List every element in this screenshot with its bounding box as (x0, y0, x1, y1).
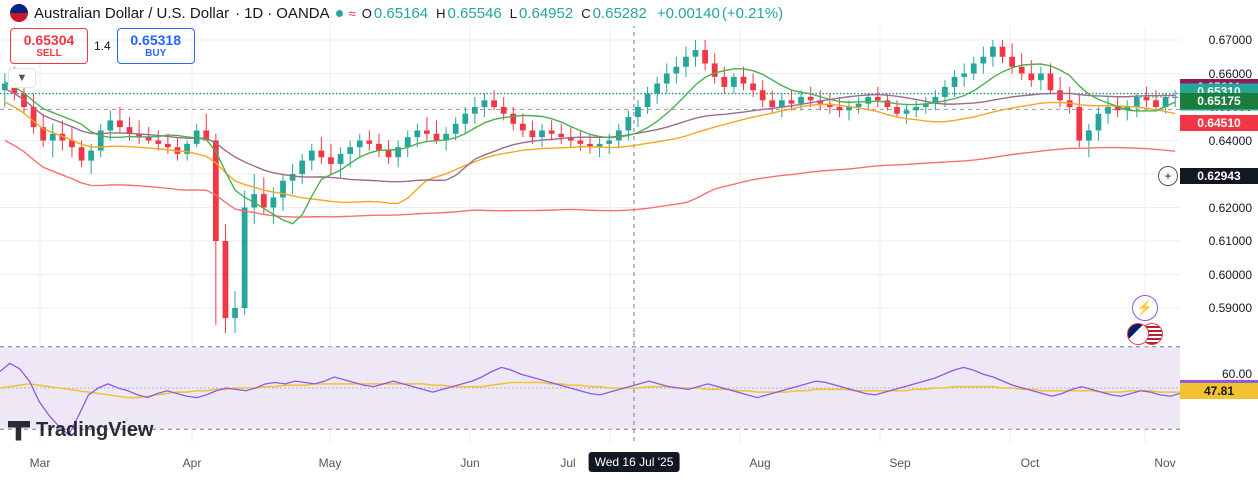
australia-flag-icon (1127, 323, 1149, 345)
collapse-chevron-icon[interactable]: ▼ (8, 68, 36, 88)
price-tick-67[interactable]: 0.67000 (1209, 33, 1252, 47)
dual-flag-icon[interactable] (1127, 323, 1163, 345)
price-axis[interactable]: 0.680000.670000.660000.650000.640000.630… (1180, 0, 1258, 333)
ohlc-change-value: +0.00140 (657, 5, 720, 22)
time-tick-May[interactable]: May (319, 456, 342, 470)
price-tick-64[interactable]: 0.64000 (1209, 134, 1252, 148)
price-badge-0.65175[interactable]: 0.65175 (1180, 93, 1258, 109)
price-tick-59[interactable]: 0.59000 (1209, 301, 1252, 315)
rsi-badge-47.81[interactable]: 47.81 (1180, 383, 1258, 399)
price-tick-62[interactable]: 0.62000 (1209, 201, 1252, 215)
ohlc-close-value: 0.65282 (593, 5, 647, 22)
symbol-flag-icon (10, 4, 28, 22)
time-tick-Sep[interactable]: Sep (889, 456, 910, 470)
sub-indicator-axis[interactable]: 60.0050.0547.81 (1180, 333, 1258, 443)
price-tick-61[interactable]: 0.61000 (1209, 234, 1252, 248)
spread-value: 1.4 (94, 39, 111, 53)
sell-label: SELL (11, 48, 87, 60)
current-price-badge[interactable]: 0.62943 (1180, 168, 1258, 184)
sell-price-button[interactable]: 0.65304 SELL (10, 28, 88, 64)
interval-value[interactable]: 1D (244, 5, 263, 22)
lightning-bolt-icon[interactable]: ⚡ (1132, 295, 1158, 321)
time-tick-active[interactable]: Wed 16 Jul '25 (589, 452, 680, 472)
ohlc-open-value: 0.65164 (374, 5, 428, 22)
tradingview-logo-text: TradingView (36, 419, 153, 442)
status-indicator (336, 10, 343, 17)
ohlc-high-label: H (436, 6, 445, 21)
ohlc-change-pct: (+0.21%) (722, 5, 783, 22)
time-tick-Apr[interactable]: Apr (183, 456, 202, 470)
time-tick-Aug[interactable]: Aug (749, 456, 770, 470)
time-tick-Jun[interactable]: Jun (460, 456, 479, 470)
add-alert-icon[interactable]: + (1158, 166, 1178, 186)
trade-panel: 0.65304 SELL 1.4 0.65318 BUY (10, 28, 195, 64)
ohlc-open-label: O (362, 6, 372, 21)
ohlc-close-label: C (581, 6, 590, 21)
sell-price-value: 0.65304 (11, 32, 87, 48)
price-badge-0.64510[interactable]: 0.64510 (1180, 115, 1258, 131)
exchange-label[interactable]: OANDA (276, 5, 329, 22)
buy-price-value: 0.65318 (118, 32, 194, 48)
time-tick-Oct[interactable]: Oct (1021, 456, 1040, 470)
ohlc-low-label: L (510, 6, 517, 21)
buy-label: BUY (118, 48, 194, 60)
time-tick-Nov[interactable]: Nov (1154, 456, 1175, 470)
price-tick-60[interactable]: 0.60000 (1209, 268, 1252, 282)
buy-price-button[interactable]: 0.65318 BUY (117, 28, 195, 64)
interval-label[interactable]: · (235, 5, 240, 22)
chart-tools-cluster: ⚡ (1127, 295, 1163, 345)
ohlc-low-value: 0.64952 (519, 5, 573, 22)
time-tick-Mar[interactable]: Mar (30, 456, 51, 470)
symbol-title[interactable]: Australian Dollar / U.S. Dollar (34, 5, 229, 22)
ohlc-high-value: 0.65546 (448, 5, 502, 22)
time-axis[interactable]: Mar Apr May Jun Jul Aug Sep Oct Nov Wed 16 Jul '2… (0, 444, 1180, 480)
header-bar: Australian Dollar / U.S. Dollar · 1D · O… (0, 0, 1258, 26)
volatility-icon: ≈ (349, 6, 356, 21)
tradingview-watermark: TradingView (8, 419, 153, 442)
time-tick-Jul[interactable]: Jul (560, 456, 575, 470)
rsi-indicator-area[interactable] (0, 333, 1180, 443)
tradingview-logo-mark (8, 421, 30, 441)
dot-separator: · (267, 5, 272, 22)
